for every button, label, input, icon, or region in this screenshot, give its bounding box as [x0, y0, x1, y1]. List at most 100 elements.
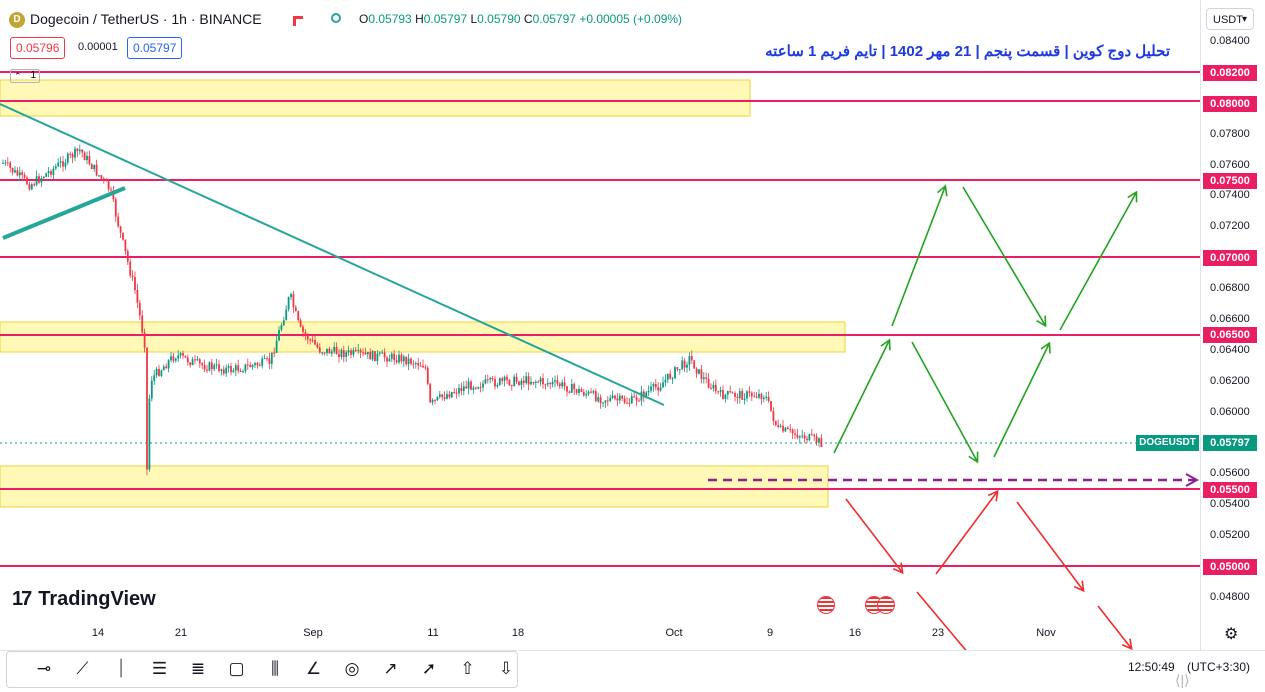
path-icon[interactable]: ➚: [421, 659, 437, 678]
sell-button[interactable]: 0.05796: [10, 37, 66, 59]
us-event-icon[interactable]: [817, 596, 835, 614]
candle-body: [702, 377, 705, 380]
candle-body: [820, 438, 823, 448]
candle-body: [518, 381, 520, 385]
candle-body: [678, 369, 681, 371]
indicator-toggle[interactable]: ⌃ 1: [10, 69, 40, 83]
candle-body: [582, 391, 585, 396]
candle-body: [626, 402, 628, 404]
candle-body: [503, 376, 506, 381]
price-chart[interactable]: [0, 0, 1200, 650]
time-tick-label: Oct: [665, 627, 683, 639]
settings-gear-icon[interactable]: ⚙: [1224, 626, 1239, 643]
candle-body: [35, 176, 38, 185]
candle-body: [467, 381, 470, 389]
currency-selector[interactable]: USDT: [1206, 8, 1254, 31]
red-flag-icon[interactable]: [293, 13, 303, 26]
candle-body: [738, 391, 741, 399]
candle-body: [386, 357, 388, 362]
candle-body: [16, 170, 19, 176]
candle-body: [510, 385, 513, 387]
us-event-icon[interactable]: [877, 596, 895, 614]
candle-body: [254, 363, 256, 366]
arrow-marker-icon[interactable]: ↗: [383, 659, 398, 678]
candle-body: [412, 363, 415, 365]
candle-body: [724, 394, 727, 400]
candle-body: [316, 344, 319, 348]
candle-body: [359, 349, 362, 353]
candle-body: [246, 364, 249, 366]
candlesticks: [2, 144, 823, 476]
timezone-selector[interactable]: (UTC+3:30): [1187, 660, 1251, 674]
time-tick-label: Sep: [303, 627, 323, 639]
horizontal-ray-icon[interactable]: ⊸: [36, 659, 52, 678]
candle-body: [599, 397, 602, 403]
candle-body: [789, 429, 792, 431]
candle-body: [633, 396, 636, 398]
candle-body: [354, 350, 357, 352]
candle-body: [657, 387, 660, 391]
symbol-title[interactable]: Dogecoin / TetherUS · 1h · BINANCE: [30, 11, 262, 27]
candle-body: [162, 366, 165, 371]
trend-line-icon[interactable]: ⟋: [76, 659, 89, 678]
rectangle-icon[interactable]: ▢: [228, 659, 245, 678]
candle-body: [513, 376, 516, 386]
arrow-up-icon[interactable]: ⇧: [460, 659, 475, 678]
ascending-trendline: [2, 186, 126, 240]
candle-body: [604, 400, 607, 403]
circle-icon[interactable]: ◎: [344, 659, 360, 678]
candle-body: [736, 396, 739, 399]
candle-body: [755, 396, 758, 398]
candle-body: [486, 379, 489, 381]
candle-body: [390, 353, 393, 359]
candle-body: [417, 363, 420, 366]
level-price-label: 0.07500: [1203, 173, 1257, 189]
candle-body: [590, 391, 592, 393]
candle-body: [74, 148, 76, 158]
candle-body: [772, 410, 775, 421]
candle-body: [285, 309, 288, 321]
long-position-icon[interactable]: ⫼: [271, 659, 279, 678]
candle-body: [664, 379, 667, 383]
time-tick-label: 18: [511, 627, 525, 639]
candle-body: [160, 370, 163, 376]
candle-body: [57, 162, 60, 167]
candle-body: [758, 393, 760, 398]
candle-body: [729, 391, 732, 393]
tradingview-logo[interactable]: 17 TradingView: [12, 588, 156, 610]
candle-body: [731, 392, 734, 394]
candle-body: [340, 349, 343, 358]
candle-body: [419, 365, 422, 367]
candle-body: [436, 396, 439, 401]
candle-body: [347, 350, 350, 353]
symbol-price-tag: DOGEUSDT: [1136, 435, 1199, 451]
candle-body: [707, 378, 710, 388]
candle-body: [50, 171, 52, 175]
level-price-label: 0.06500: [1203, 327, 1257, 344]
parallel-channel-icon[interactable]: ☰: [151, 659, 168, 678]
candle-body: [712, 384, 715, 389]
buy-button[interactable]: 0.05797: [127, 37, 183, 59]
candle-body: [616, 398, 619, 401]
candle-body: [71, 154, 74, 158]
candle-body: [410, 358, 412, 364]
candle-body: [292, 294, 295, 308]
fib-retracement-icon[interactable]: ≣: [190, 659, 206, 678]
candle-body: [21, 172, 24, 175]
candle-body: [208, 362, 211, 371]
candle-body: [748, 391, 751, 393]
vertical-line-icon[interactable]: ⏐: [116, 659, 126, 678]
candle-body: [407, 358, 410, 365]
resize-handle-icon[interactable]: ⟨|⟩: [1175, 672, 1190, 688]
candle-body: [225, 367, 228, 374]
candle-body: [645, 392, 648, 398]
level-price-label: 0.08200: [1203, 64, 1257, 81]
candle-body: [695, 368, 698, 374]
arrow-down-icon[interactable]: ⇩: [498, 659, 514, 678]
candle-body: [201, 363, 204, 366]
candle-body: [453, 392, 456, 394]
angle-icon[interactable]: ∠: [305, 659, 322, 678]
candle-body: [794, 433, 796, 435]
candle-body: [784, 427, 787, 432]
candle-body: [294, 307, 297, 312]
